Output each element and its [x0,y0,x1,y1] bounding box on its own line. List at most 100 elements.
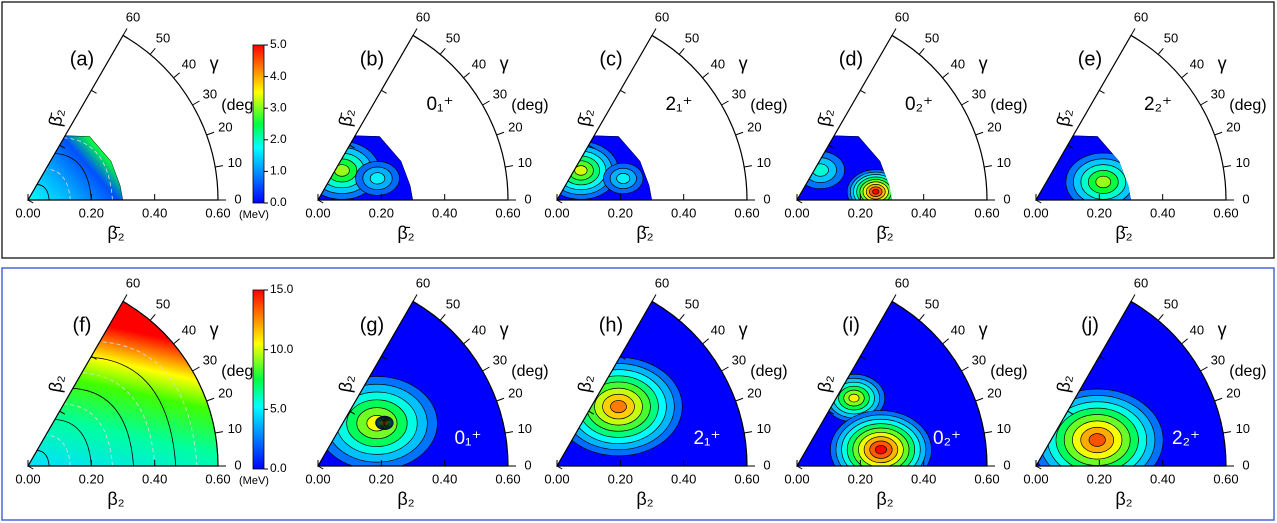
gamma-tick-label: 40 [711,322,725,337]
gamma-tick [496,397,505,402]
gamma-tick [651,294,657,302]
contour-line [45,168,71,200]
x-tick-label: 0.40 [911,205,936,220]
x-tick-label: 0.20 [369,471,394,486]
gamma-tick-label: 20 [508,120,522,135]
x-tick-label: 0.20 [79,205,104,220]
gamma-tick-label: 40 [711,56,725,71]
gamma-tick-label: 50 [156,31,170,46]
gamma-unit: (deg) [221,97,258,114]
gamma-tick [918,314,925,321]
radial-tick [620,89,626,94]
radial-tick [381,89,387,94]
sector-outline [555,34,748,201]
contour-field [28,135,123,200]
gamma-tick [984,431,993,434]
state-label: 0₂⁺ [933,428,961,449]
contour-level [1088,433,1106,447]
x-tick-label: 0.00 [15,205,40,220]
gamma-tick [678,48,685,55]
contour-line [90,356,177,466]
x-tick-label: 0.00 [15,471,40,486]
state-label: 0₁⁺ [454,428,481,449]
gamma-tick [744,431,753,434]
gamma-tick-label: 10 [1236,155,1250,170]
radial-axis-label: β₂ [1053,373,1076,394]
x-axis-label: β₂ [636,489,653,509]
contour-field [318,135,413,200]
colorbar-tick-label: 2.0 [270,132,287,146]
x-tick-label: 0.60 [1213,471,1238,486]
radial-tick [796,465,803,470]
colorbar-unit: (MeV) [239,209,269,221]
x-axis-label: β₂ [876,489,893,509]
radial-tick [381,355,387,360]
gamma-symbol: γ [979,54,988,74]
colorbar [252,289,265,470]
radial-tick [828,410,835,415]
x-tick-label: 0.00 [305,471,330,486]
radial-axis-label: β₂ [45,373,68,394]
x-tick-label: 0.20 [79,471,104,486]
gamma-tick-label: 30 [972,86,986,101]
gamma-tick-label: 20 [747,120,761,135]
radial-tick [1035,465,1042,470]
x-tick-label: 0.00 [544,471,569,486]
gamma-tick-label: 60 [655,10,669,25]
gamma-tick-label: 50 [685,31,699,46]
gamma-tick-label: 50 [925,297,939,312]
x-tick-label: 0.20 [369,205,394,220]
panel-label: (i) [842,314,860,336]
radial-tick [59,410,66,415]
gamma-tick-label: 30 [1211,86,1225,101]
gamma-tick-label: 0 [763,191,770,206]
gamma-tick-label: 50 [1164,297,1178,312]
gamma-tick [975,397,984,402]
gamma-tick-label: 0 [1003,191,1010,206]
gamma-symbol: γ [500,54,509,74]
gamma-tick-label: 10 [757,421,771,436]
gamma-tick [206,397,215,402]
x-tick-label: 0.60 [974,205,999,220]
gamma-tick [721,366,729,372]
panel-label: (d) [839,48,863,70]
radial-tick [59,144,66,149]
gamma-tick [1223,165,1232,168]
gamma-tick-label: 10 [1236,421,1250,436]
gamma-tick [1223,431,1232,434]
gamma-tick [1157,314,1164,321]
x-tick-label: 0.20 [608,471,633,486]
radial-tick [91,89,97,94]
gamma-tick-label: 40 [182,56,196,71]
contour-line [63,403,113,466]
gamma-tick [721,100,729,106]
gamma-tick-label: 0 [1003,457,1010,472]
x-tick-label: 0.40 [911,471,936,486]
gamma-tick-label: 20 [1226,120,1240,135]
gamma-tick-label: 60 [895,276,909,291]
radial-tick [588,410,595,415]
colorbar-tick-label: 4.0 [270,69,287,83]
gamma-unit: (deg) [221,363,258,380]
x-axis-label: β̄₂ [107,223,124,243]
radial-tick [891,35,898,39]
gamma-tick-label: 0 [1242,191,1249,206]
gamma-tick [496,131,505,136]
radial-tick [828,144,835,149]
radial-tick [122,35,129,39]
panel-label: (g) [360,314,384,336]
x-tick-label: 0.00 [544,205,569,220]
gamma-tick-label: 20 [987,386,1001,401]
x-tick-label: 0.60 [205,471,230,486]
gamma-tick-label: 60 [1134,10,1148,25]
gamma-tick [1130,28,1136,36]
gamma-tick-label: 40 [951,56,965,71]
gamma-tick [702,72,709,79]
gamma-tick-label: 30 [1211,352,1225,367]
gamma-tick-label: 10 [757,155,771,170]
x-tick-label: 0.60 [1213,205,1238,220]
gamma-tick [961,100,969,106]
colorbar-tick-label: 3.0 [270,100,287,114]
gamma-tick-label: 30 [493,352,507,367]
